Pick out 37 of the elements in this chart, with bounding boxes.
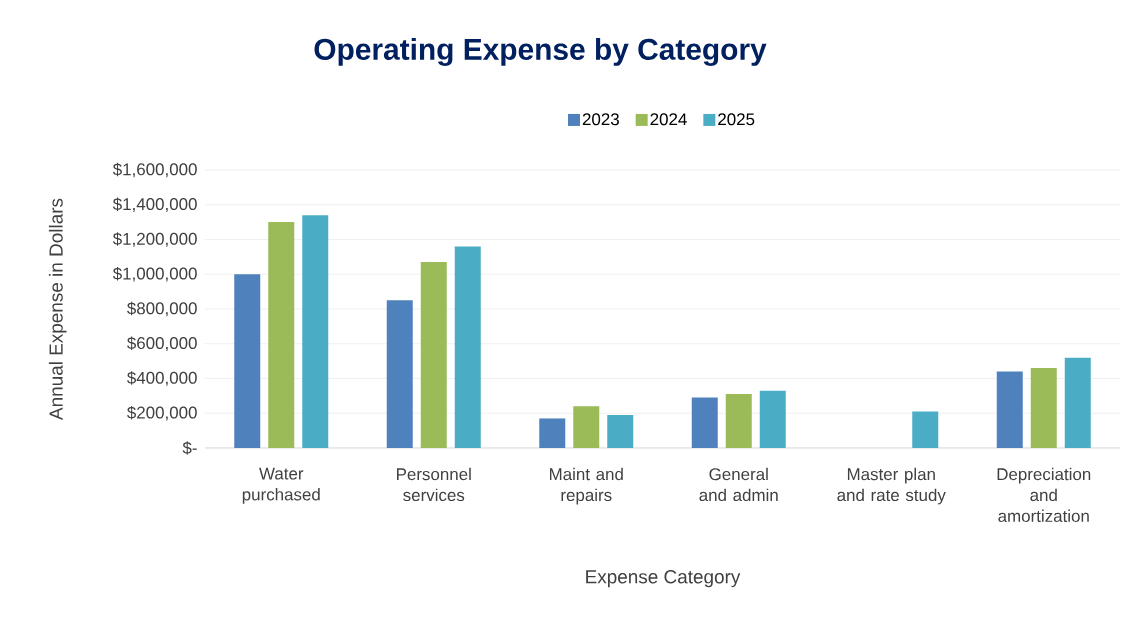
y-tick-label: $1,400,000 [112, 197, 197, 213]
y-tick-label: $1,000,000 [112, 266, 197, 282]
y-axis-title: Annual Expense in Dollars [48, 198, 67, 420]
y-tick-label: $- [182, 441, 197, 455]
x-tick-label: Master plan and rate study [837, 467, 946, 505]
bar [420, 262, 447, 448]
y-tick-label: $1,200,000 [112, 232, 197, 247]
y-tick-label: $200,000 [127, 405, 197, 421]
bar [302, 215, 329, 448]
bar [454, 246, 481, 448]
bar [268, 222, 295, 448]
bar [234, 274, 261, 448]
bar [539, 418, 566, 448]
y-tick-label: $400,000 [127, 371, 197, 386]
legend-label: 2025 [718, 113, 755, 126]
x-axis-title: Expense Category [586, 570, 741, 588]
y-tick-label: $600,000 [127, 336, 197, 352]
x-tick-label: Personnel services [397, 467, 471, 502]
bar [996, 371, 1023, 448]
bar [1064, 357, 1091, 448]
x-tick-label: General and admin [699, 467, 778, 502]
x-tick-label: Depreciation and amortization [997, 467, 1091, 523]
bar [912, 411, 939, 448]
legend-label: 2024 [650, 113, 687, 126]
bar [725, 394, 752, 448]
bar [607, 414, 634, 448]
x-tick-label: Maint and repairs [549, 467, 623, 505]
bar [386, 300, 413, 448]
bar [759, 390, 786, 448]
bar [573, 406, 600, 448]
y-tick-label: $800,000 [127, 301, 197, 317]
x-tick-label: Water purchased [242, 467, 320, 504]
legend-label: 2023 [582, 113, 619, 126]
bar [691, 397, 718, 448]
chart-title: Operating Expense by Category [314, 37, 767, 66]
y-tick-label: $1,600,000 [112, 162, 197, 178]
bar [1030, 368, 1057, 448]
